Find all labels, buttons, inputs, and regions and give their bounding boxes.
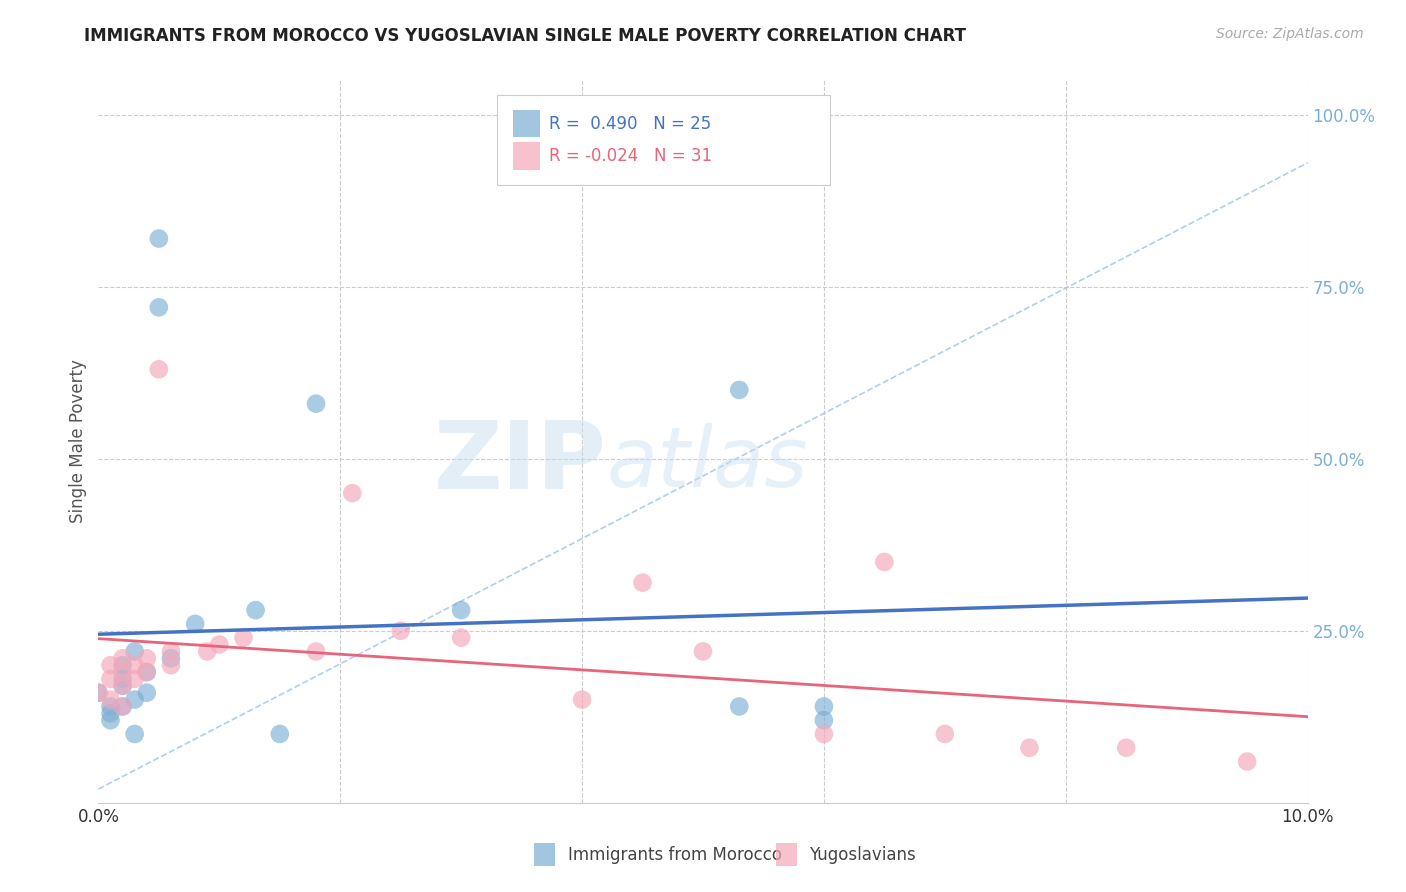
Point	[728, 699, 751, 714]
Point	[111, 699, 134, 714]
Point	[342, 486, 364, 500]
Point	[160, 644, 183, 658]
Point	[135, 665, 157, 679]
Point	[728, 383, 751, 397]
Text: Immigrants from Morocco: Immigrants from Morocco	[568, 846, 782, 863]
Point	[873, 555, 896, 569]
Point	[100, 692, 122, 706]
Point	[245, 603, 267, 617]
Point	[450, 631, 472, 645]
Point	[232, 631, 254, 645]
Point	[111, 651, 134, 665]
Point	[184, 616, 207, 631]
Point	[389, 624, 412, 638]
Point	[269, 727, 291, 741]
Point	[631, 575, 654, 590]
Point	[100, 713, 122, 727]
FancyBboxPatch shape	[498, 95, 830, 185]
Point	[934, 727, 956, 741]
Point	[87, 686, 110, 700]
FancyBboxPatch shape	[513, 143, 540, 169]
FancyBboxPatch shape	[776, 843, 797, 866]
Point	[124, 672, 146, 686]
Text: atlas: atlas	[606, 423, 808, 504]
Point	[111, 699, 134, 714]
Text: Source: ZipAtlas.com: Source: ZipAtlas.com	[1216, 27, 1364, 41]
Point	[1236, 755, 1258, 769]
Point	[160, 651, 183, 665]
Point	[571, 692, 593, 706]
Point	[450, 603, 472, 617]
Point	[135, 686, 157, 700]
Point	[135, 665, 157, 679]
Point	[160, 658, 183, 673]
Point	[111, 679, 134, 693]
Point	[148, 231, 170, 245]
Point	[813, 727, 835, 741]
Point	[148, 362, 170, 376]
Text: R =  0.490   N = 25: R = 0.490 N = 25	[550, 115, 711, 133]
Point	[111, 672, 134, 686]
Point	[100, 706, 122, 721]
Point	[195, 644, 218, 658]
Point	[124, 692, 146, 706]
Point	[111, 658, 134, 673]
Point	[305, 644, 328, 658]
Point	[100, 699, 122, 714]
Point	[124, 644, 146, 658]
FancyBboxPatch shape	[513, 110, 540, 137]
Point	[124, 658, 146, 673]
Point	[100, 672, 122, 686]
Point	[124, 727, 146, 741]
Point	[111, 665, 134, 679]
Point	[87, 686, 110, 700]
Point	[305, 397, 328, 411]
Point	[1115, 740, 1137, 755]
Point	[135, 651, 157, 665]
FancyBboxPatch shape	[534, 843, 555, 866]
Point	[813, 699, 835, 714]
Text: IMMIGRANTS FROM MOROCCO VS YUGOSLAVIAN SINGLE MALE POVERTY CORRELATION CHART: IMMIGRANTS FROM MOROCCO VS YUGOSLAVIAN S…	[84, 27, 966, 45]
Point	[111, 679, 134, 693]
Point	[100, 658, 122, 673]
Y-axis label: Single Male Poverty: Single Male Poverty	[69, 359, 87, 524]
Point	[208, 638, 231, 652]
Text: Yugoslavians: Yugoslavians	[810, 846, 917, 863]
Point	[148, 301, 170, 315]
Text: R = -0.024   N = 31: R = -0.024 N = 31	[550, 147, 713, 165]
Point	[1018, 740, 1040, 755]
Point	[692, 644, 714, 658]
Point	[813, 713, 835, 727]
Text: ZIP: ZIP	[433, 417, 606, 509]
